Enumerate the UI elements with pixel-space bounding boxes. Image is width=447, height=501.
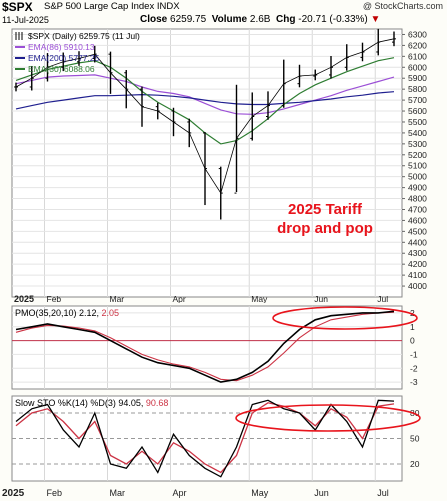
price-tick-label: 5900 bbox=[408, 73, 427, 83]
x-tick-label: Jul bbox=[377, 294, 388, 303]
price-plot-area bbox=[11, 28, 403, 298]
x-tick-label: Feb bbox=[47, 488, 63, 498]
price-tick-label: 4000 bbox=[408, 281, 427, 291]
legend-entry: $SPX (Daily) 6259.75 (11 Jul) bbox=[28, 31, 140, 41]
x-tick-label: Feb bbox=[47, 294, 62, 303]
x-tick-label: 2025 bbox=[2, 488, 25, 499]
symbol: $SPX bbox=[2, 0, 33, 14]
price-tick-label: 6100 bbox=[408, 51, 427, 61]
watermark: @ StockCharts.com bbox=[362, 1, 443, 11]
exchange-code: INDX bbox=[156, 1, 180, 12]
x-tick-label: May bbox=[251, 294, 268, 303]
chart-date: 11-Jul-2025 bbox=[2, 15, 49, 25]
price-tick-label: 4500 bbox=[408, 226, 427, 236]
price-tick-label: 6300 bbox=[408, 29, 427, 39]
sto-series-d bbox=[15, 402, 395, 474]
ema-line-ema200 bbox=[15, 91, 395, 110]
ema-line-ema86 bbox=[15, 74, 395, 115]
price-tick-label: 5400 bbox=[408, 128, 427, 138]
pmo-series-signal bbox=[15, 311, 395, 382]
sto-tick-label: 50 bbox=[410, 434, 420, 444]
pmo-plot-area bbox=[11, 305, 403, 390]
price-tick-label: 4900 bbox=[408, 183, 427, 193]
price-tick-label: 5000 bbox=[408, 172, 427, 182]
sto-legend: Slow STO %K(14) %D(3) 94.05, 90.68 bbox=[15, 398, 168, 408]
legend-entry: EMA(200) 5777.25 bbox=[28, 53, 100, 63]
sto-d-value: 90.68 bbox=[146, 398, 169, 408]
pmo-highlight-ellipse bbox=[272, 306, 418, 330]
price-tick-label: 5200 bbox=[408, 150, 427, 160]
price-line bbox=[15, 38, 395, 195]
x-tick-label: Mar bbox=[110, 488, 126, 498]
price-tick-label: 4100 bbox=[408, 270, 427, 280]
legend-entry: EMA(86) 5910.13 bbox=[28, 42, 95, 52]
bottom-date-axis: 2025 Feb Mar Apr May Jun Jul bbox=[2, 488, 389, 499]
x-tick-label: Apr bbox=[173, 294, 186, 303]
legend-entry: EMA(30) 6088.06 bbox=[28, 64, 95, 74]
close-value: 6259.75 bbox=[170, 14, 207, 25]
volume-label: Volume bbox=[211, 14, 248, 25]
price-tick-label: 4300 bbox=[408, 248, 427, 258]
price-tick-label: 5300 bbox=[408, 139, 427, 149]
price-tick-label: 5500 bbox=[408, 117, 427, 127]
price-tick-label: 6000 bbox=[408, 62, 427, 72]
price-panel: 4000410042004300440045004600470048004900… bbox=[11, 28, 427, 303]
pmo-legend: PMO(35,20,10) 2.12, 2.05 bbox=[15, 308, 119, 318]
pmo-series-pmo bbox=[15, 310, 395, 383]
quote-line: Close 6259.75 Volume 2.6B Chg -20.71 (-0… bbox=[140, 14, 380, 25]
pmo-panel: -3 -2 -1 0 1 2 PMO(35,20,10) 2.12, 2.05 bbox=[11, 305, 418, 390]
price-tick-label: 5700 bbox=[408, 95, 427, 105]
volume-value: 2.6B bbox=[249, 14, 271, 25]
x-tick-label: Jun bbox=[314, 294, 328, 303]
pmo-tick-label: 1 bbox=[410, 322, 415, 332]
chart-header: $SPX S&P 500 Large Cap Index INDX @ Stoc… bbox=[0, 0, 447, 26]
pmo-tick-label: -3 bbox=[410, 377, 418, 387]
price-tick-label: 6200 bbox=[408, 40, 427, 50]
sto-highlight-ellipse bbox=[235, 404, 421, 432]
pmo-tick-label: -1 bbox=[410, 349, 418, 359]
price-tick-label: 5100 bbox=[408, 161, 427, 171]
change-down-arrow-icon: ▼ bbox=[370, 14, 381, 25]
price-tick-label: 5600 bbox=[408, 106, 427, 116]
price-tick-label: 4700 bbox=[408, 204, 427, 214]
pmo-tick-label: -2 bbox=[410, 363, 418, 373]
close-label: Close bbox=[140, 14, 168, 25]
sto-tick-label: 20 bbox=[410, 459, 420, 469]
x-tick-label: May bbox=[251, 488, 269, 498]
price-tick-label: 4200 bbox=[408, 259, 427, 269]
price-tick-label: 4400 bbox=[408, 237, 427, 247]
x-tick-label: Mar bbox=[110, 294, 125, 303]
x-tick-label: Jun bbox=[314, 488, 329, 498]
x-tick-label: Apr bbox=[173, 488, 187, 498]
change-label: Chg bbox=[276, 14, 296, 25]
annotation-line-2: drop and pop bbox=[277, 220, 373, 237]
x-tick-label: 2025 bbox=[14, 294, 34, 303]
price-tick-label: 4800 bbox=[408, 194, 427, 204]
change-value: -20.71 (-0.33%) bbox=[298, 14, 368, 25]
security-name: S&P 500 Large Cap Index INDX bbox=[44, 1, 180, 12]
pmo-tick-label: 0 bbox=[410, 336, 415, 346]
pmo-tick-label: 2 bbox=[410, 308, 415, 318]
security-name-text: S&P 500 Large Cap Index bbox=[44, 1, 155, 12]
price-tick-label: 5800 bbox=[408, 84, 427, 94]
price-tick-label: 4600 bbox=[408, 215, 427, 225]
annotation-line-1: 2025 Tariff bbox=[288, 201, 363, 218]
pmo-signal-value: 2.05 bbox=[102, 308, 120, 318]
x-tick-label: Jul bbox=[377, 488, 389, 498]
